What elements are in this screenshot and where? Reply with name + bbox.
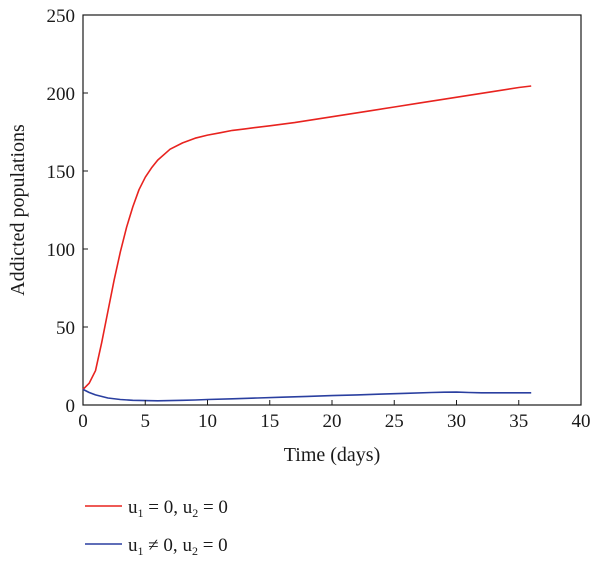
x-tick-label: 25 xyxy=(385,411,404,432)
x-tick-label: 35 xyxy=(509,411,528,432)
legend: u1 = 0, u2 = 0 u1 ≠ 0, u2 = 0 xyxy=(85,497,228,558)
legend-label-1: u1 = 0, u2 = 0 xyxy=(128,497,228,520)
y-tick-label: 200 xyxy=(47,84,76,105)
y-tick-label: 100 xyxy=(47,240,76,261)
series-line-1 xyxy=(82,85,532,390)
plot-area: 0 5 10 15 20 25 30 35 40 0 50 100 150 200 250 xyxy=(47,6,591,432)
x-tick-label: 15 xyxy=(260,411,279,432)
legend-label-2: u1 ≠ 0, u2 = 0 xyxy=(128,535,228,558)
y-tick-label: 0 xyxy=(66,396,76,417)
y-tick-label: 50 xyxy=(56,318,75,339)
y-axis-label: Addicted populations xyxy=(7,124,29,296)
plot-frame xyxy=(82,14,582,406)
x-tick-label: 10 xyxy=(198,411,217,432)
x-tick-label: 40 xyxy=(572,411,591,432)
x-tick-label: 30 xyxy=(447,411,466,432)
x-tick-label: 20 xyxy=(323,411,342,432)
x-tick-label: 5 xyxy=(141,411,151,432)
y-tick-label: 250 xyxy=(47,6,76,27)
x-tick-label: 0 xyxy=(78,411,88,432)
y-tick-label: 150 xyxy=(47,162,76,183)
ticks-layer: 0 5 10 15 20 25 30 35 40 0 50 100 150 200 250 xyxy=(47,6,591,432)
series-line-2 xyxy=(82,388,532,402)
series-layer xyxy=(82,85,532,402)
x-axis-label: Time (days) xyxy=(284,444,380,466)
